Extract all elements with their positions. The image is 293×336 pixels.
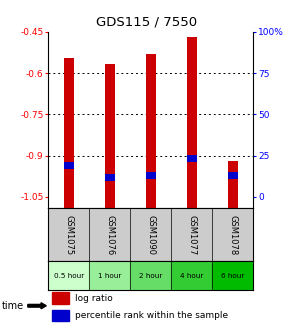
Text: GSM1076: GSM1076 [105,214,114,255]
Bar [105,174,115,180]
Bar [52,310,69,322]
Text: 2 hour: 2 hour [139,272,163,279]
Text: GSM1078: GSM1078 [229,214,237,255]
Bar [187,37,197,208]
Text: 0.5 hour: 0.5 hour [54,272,84,279]
Bar [52,292,69,304]
Text: 6 hour: 6 hour [221,272,245,279]
Text: 1 hour: 1 hour [98,272,122,279]
Text: GDS115 / 7550: GDS115 / 7550 [96,15,197,28]
Text: 4 hour: 4 hour [180,272,204,279]
Bar [146,172,156,179]
Bar [228,161,238,208]
Text: time: time [1,301,24,311]
Bar [187,155,197,162]
Bar [105,64,115,208]
Bar [64,58,74,208]
Text: GSM1077: GSM1077 [188,214,196,255]
Text: percentile rank within the sample: percentile rank within the sample [75,311,228,320]
Text: log ratio: log ratio [75,294,113,303]
Bar [64,162,74,169]
Bar [146,54,156,208]
Text: GSM1090: GSM1090 [146,215,155,255]
Text: GSM1075: GSM1075 [64,215,73,255]
Bar [228,172,238,179]
